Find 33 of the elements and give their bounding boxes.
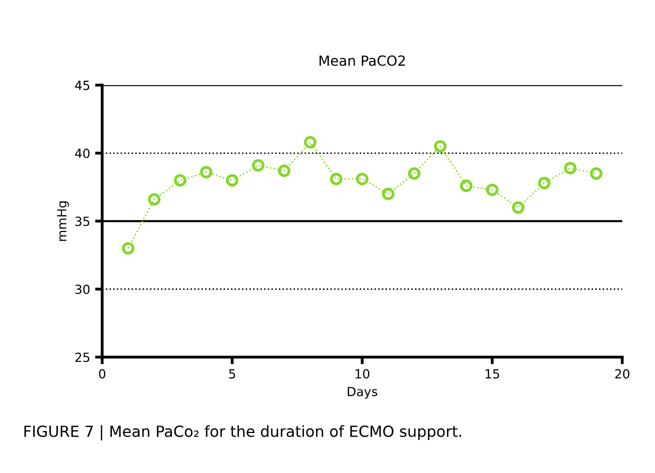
x-tick-label: 10 bbox=[356, 369, 370, 379]
x-tick-label: 0 bbox=[99, 369, 106, 379]
point bbox=[174, 174, 186, 187]
point bbox=[512, 201, 524, 214]
point bbox=[122, 242, 134, 255]
point bbox=[486, 184, 498, 196]
y-tick-label: 30 bbox=[75, 284, 90, 294]
y-axis-title: mmHg bbox=[57, 201, 69, 241]
x-tick-label: 5 bbox=[229, 369, 236, 379]
y-tick-label: 25 bbox=[75, 352, 90, 362]
chart-title: Mean PaCO2 bbox=[320, 55, 405, 66]
point bbox=[226, 174, 238, 187]
point bbox=[564, 162, 576, 174]
point bbox=[460, 180, 472, 192]
point bbox=[200, 166, 212, 178]
caption: FIGURE 7 | Mean PaCo₂ for the duration of ECMO support. bbox=[24, 425, 462, 440]
point bbox=[590, 167, 602, 180]
point bbox=[148, 193, 160, 206]
x-axis-title: Days bbox=[348, 386, 378, 399]
y-tick-label: 40 bbox=[75, 148, 90, 158]
y-tick-label: 35 bbox=[75, 216, 90, 226]
point bbox=[382, 188, 394, 200]
point bbox=[330, 172, 342, 186]
x-tick-label: 20 bbox=[615, 369, 630, 379]
y-tick-label: 45 bbox=[75, 80, 90, 90]
point bbox=[278, 164, 290, 178]
point bbox=[538, 176, 550, 190]
point bbox=[304, 136, 316, 149]
point bbox=[252, 159, 264, 172]
point bbox=[434, 140, 446, 153]
point bbox=[356, 172, 368, 186]
point bbox=[408, 167, 420, 180]
x-tick-label: 15 bbox=[486, 369, 500, 379]
